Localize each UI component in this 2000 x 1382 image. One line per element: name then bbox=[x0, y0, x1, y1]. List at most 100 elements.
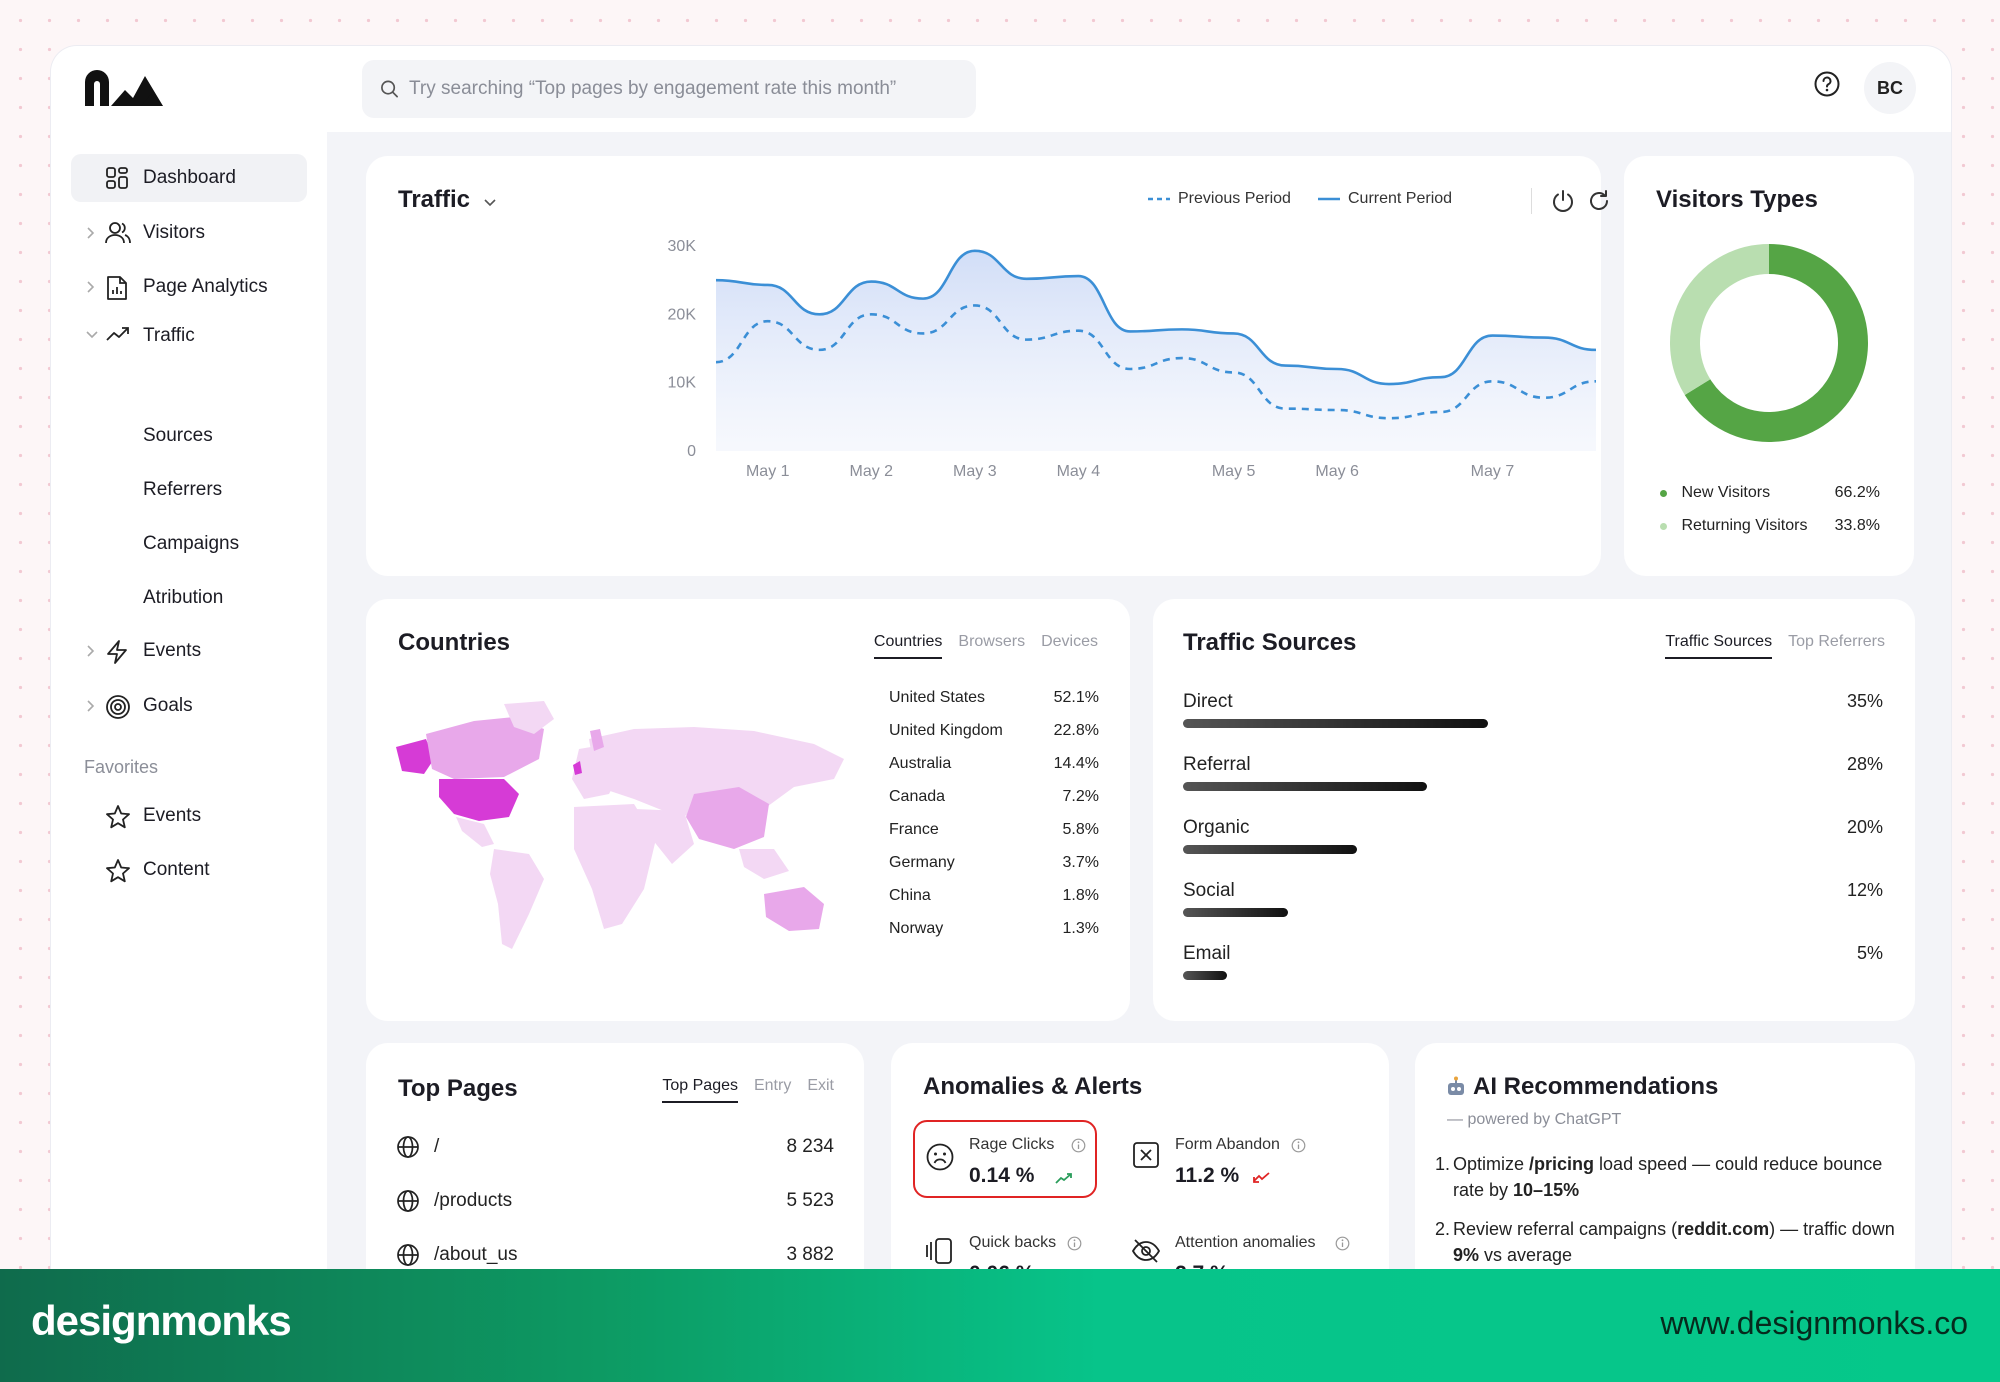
chevron-right-icon bbox=[87, 700, 95, 712]
top-pages-title: Top Pages bbox=[398, 1075, 518, 1102]
donut-slice-returning-visitors[interactable] bbox=[1670, 244, 1770, 395]
sidebar-item-goals[interactable]: Goals bbox=[71, 682, 307, 730]
ai-recommendation-1[interactable]: 1. Optimize /pricing load speed — could r… bbox=[1435, 1151, 1903, 1203]
traffic-card: Traffic Previous Period Current Period bbox=[366, 156, 1608, 576]
trend-up-icon bbox=[1055, 1173, 1072, 1184]
map-canada[interactable] bbox=[426, 717, 544, 779]
countries-card: Countries Countries Browsers Devices Uni… bbox=[366, 599, 1130, 1021]
traffic-title-text: Traffic bbox=[398, 186, 471, 213]
new-visitors-dot bbox=[1660, 490, 1667, 497]
country-row[interactable]: United States 52.1% bbox=[889, 689, 1099, 707]
page-row[interactable]: /about_us 3 882 bbox=[396, 1243, 834, 1267]
favorite-item-label: Events bbox=[143, 805, 202, 826]
map-alaska[interactable] bbox=[396, 739, 434, 774]
donut-slice-new-visitors[interactable] bbox=[1684, 244, 1868, 442]
favorite-item-content[interactable]: Content bbox=[71, 846, 307, 894]
previous-period-line bbox=[716, 305, 1596, 418]
map-china[interactable] bbox=[686, 787, 769, 849]
alert-rage-clicks[interactable]: Rage Clicks 0.14 % bbox=[925, 1136, 1095, 1196]
search-input[interactable] bbox=[409, 78, 976, 100]
traffic-sources-tabs: Traffic Sources Top Referrers bbox=[1665, 633, 1885, 659]
map-greenland[interactable] bbox=[504, 701, 554, 734]
country-name: Canada bbox=[889, 788, 946, 805]
map-russia-asia[interactable] bbox=[589, 727, 844, 819]
brand-logo[interactable] bbox=[83, 68, 179, 108]
country-row[interactable]: France 5.8% bbox=[889, 821, 1099, 839]
sidebar-item-events[interactable]: Events bbox=[71, 627, 307, 675]
favorites-label: Favorites bbox=[84, 757, 159, 777]
sidebar-item-traffic[interactable]: Traffic bbox=[71, 312, 307, 360]
traffic-source-row[interactable]: Referral 28% bbox=[1183, 754, 1883, 791]
sidebar-subitem-attribution[interactable]: Atribution bbox=[143, 587, 224, 608]
page-row[interactable]: / 8 234 bbox=[396, 1135, 834, 1159]
tab-devices[interactable]: Devices bbox=[1041, 633, 1098, 650]
world-map[interactable] bbox=[394, 699, 864, 969]
page-row[interactable]: /products 5 523 bbox=[396, 1189, 834, 1213]
country-row[interactable]: Canada 7.2% bbox=[889, 788, 1099, 806]
country-value: 14.4% bbox=[1053, 755, 1099, 772]
country-name: France bbox=[889, 821, 939, 838]
country-row[interactable]: Germany 3.7% bbox=[889, 854, 1099, 872]
ai-recommendation-2[interactable]: 2. Review referral campaigns (reddit.com)… bbox=[1435, 1216, 1903, 1268]
map-usa[interactable] bbox=[439, 779, 519, 821]
info-icon[interactable] bbox=[1291, 1138, 1306, 1153]
tab-traffic-sources[interactable]: Traffic Sources bbox=[1665, 633, 1773, 659]
map-mexico-central[interactable] bbox=[456, 817, 494, 847]
country-value: 52.1% bbox=[1053, 689, 1099, 706]
tab-top-pages[interactable]: Top Pages bbox=[662, 1077, 738, 1103]
sidebar-item-visitors[interactable]: Visitors bbox=[71, 209, 307, 257]
visitors-types-card: Visitors Types New Visitors 66.2% Return… bbox=[1624, 156, 1914, 576]
traffic-title[interactable]: Traffic bbox=[398, 186, 497, 214]
legend-previous[interactable]: Previous Period bbox=[1148, 190, 1291, 208]
traffic-source-row[interactable]: Social 12% bbox=[1183, 880, 1883, 917]
globe-icon bbox=[397, 1136, 419, 1158]
map-africa[interactable] bbox=[574, 804, 656, 929]
favorite-item-events[interactable]: Events bbox=[71, 792, 307, 840]
map-south-america[interactable] bbox=[490, 849, 544, 949]
alert-form-abandon[interactable]: Form Abandon 11.2 % bbox=[1131, 1136, 1331, 1196]
sidebar-subitem-campaigns[interactable]: Campaigns bbox=[143, 533, 240, 554]
tab-entry[interactable]: Entry bbox=[753, 1077, 792, 1094]
sidebar-subitem-referrers[interactable]: Referrers bbox=[143, 479, 223, 500]
country-row[interactable]: Norway 1.3% bbox=[889, 920, 1099, 938]
traffic-source-bar bbox=[1183, 782, 1427, 791]
tab-countries[interactable]: Countries bbox=[873, 633, 943, 659]
sidebar-subitem-sources[interactable]: Sources bbox=[143, 425, 213, 446]
user-avatar[interactable]: BC bbox=[1864, 62, 1916, 114]
app-window: BC Dashboard Visitors bbox=[51, 46, 1951, 1336]
info-icon[interactable] bbox=[1067, 1236, 1082, 1251]
sidebar-item-page-analytics[interactable]: Page Analytics bbox=[71, 263, 307, 311]
country-row[interactable]: United Kingdom 22.8% bbox=[889, 722, 1099, 740]
map-uk[interactable] bbox=[573, 761, 582, 775]
refresh-icon[interactable] bbox=[1586, 188, 1612, 214]
traffic-source-row[interactable]: Organic 20% bbox=[1183, 817, 1883, 854]
map-australia[interactable] bbox=[764, 887, 824, 931]
info-icon[interactable] bbox=[1335, 1236, 1350, 1251]
traffic-source-row[interactable]: Email 5% bbox=[1183, 943, 1883, 980]
legend-current[interactable]: Current Period bbox=[1318, 190, 1452, 208]
tab-browsers[interactable]: Browsers bbox=[958, 633, 1026, 650]
map-norway[interactable] bbox=[590, 729, 604, 751]
alert-label: Rage Clicks bbox=[969, 1136, 1055, 1153]
traffic-chart[interactable]: 0 10K 20K 30K May 1 May 2 May 3 May 4 May 5 May … bbox=[366, 156, 1601, 576]
map-europe[interactable] bbox=[572, 744, 622, 799]
visitors-donut-chart[interactable] bbox=[1669, 243, 1869, 443]
traffic-source-name: Organic bbox=[1183, 817, 1250, 838]
chevron-right-icon bbox=[87, 281, 95, 293]
info-icon[interactable] bbox=[1071, 1138, 1086, 1153]
help-icon[interactable] bbox=[1813, 70, 1841, 98]
tab-top-referrers[interactable]: Top Referrers bbox=[1788, 633, 1885, 650]
country-row[interactable]: Australia 14.4% bbox=[889, 755, 1099, 773]
traffic-source-row[interactable]: Direct 35% bbox=[1183, 691, 1883, 728]
power-icon[interactable] bbox=[1550, 188, 1576, 214]
map-middle-east-india[interactable] bbox=[634, 809, 694, 864]
sidebar-item-dashboard[interactable]: Dashboard bbox=[71, 154, 307, 202]
country-row[interactable]: China 1.8% bbox=[889, 887, 1099, 905]
rec-highlight: reddit.com bbox=[1677, 1219, 1770, 1239]
footer-url[interactable]: www.designmonks.co bbox=[1660, 1305, 1968, 1341]
target-icon bbox=[106, 695, 130, 719]
tab-exit[interactable]: Exit bbox=[807, 1077, 834, 1094]
search-bar[interactable] bbox=[362, 60, 976, 118]
new-visitors-value: 66.2% bbox=[1834, 484, 1880, 501]
map-se-asia[interactable] bbox=[739, 849, 789, 879]
